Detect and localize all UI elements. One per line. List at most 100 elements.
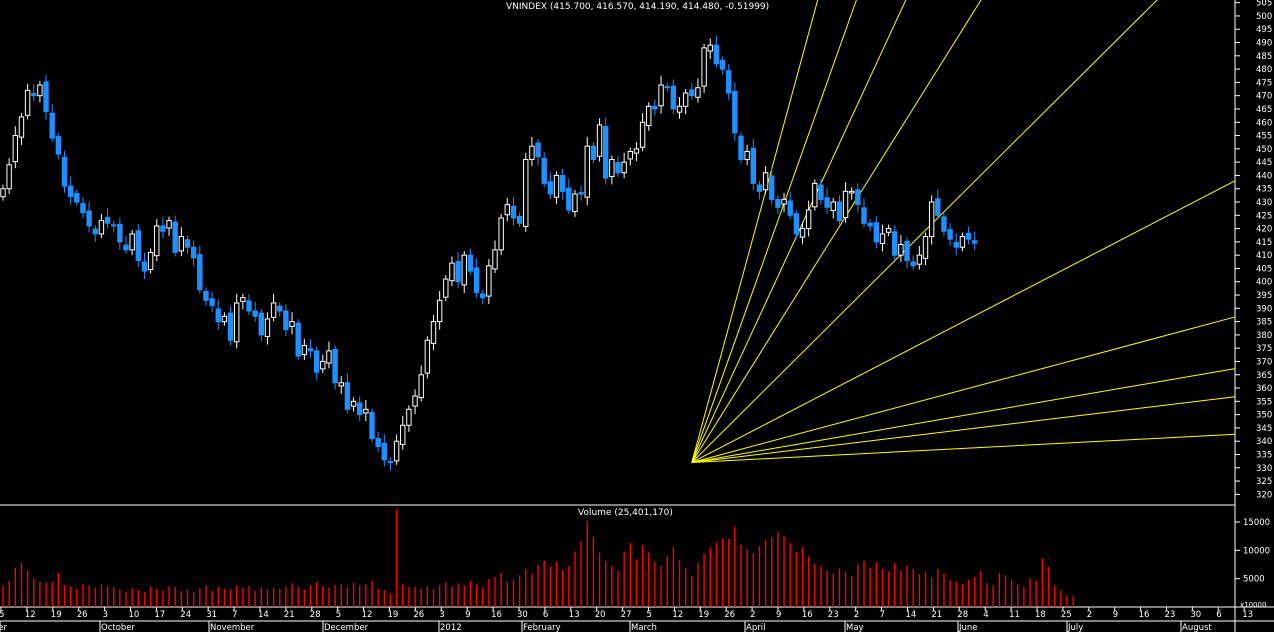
candle-body [498,217,504,251]
candle-body [147,252,154,271]
candle-body [719,60,726,70]
candle-body [676,105,683,113]
candle-body [190,246,197,259]
date-tick-label: 23 [828,610,839,620]
price-tick-label: 450 [1256,145,1272,155]
candle-body [682,92,689,107]
candle-body [424,339,431,374]
candle-body [412,395,418,407]
gann-line [691,316,1236,463]
date-tick-label: 25 [1061,610,1072,620]
candle-body [849,190,855,194]
month-tick-label: June [958,623,978,632]
candle-body [566,187,572,211]
gann-line [691,433,1236,463]
candle-body [406,408,412,426]
candle-body [80,203,86,214]
candle-body [639,121,646,148]
candle-body [357,402,363,416]
date-tick-label: 19 [51,610,62,620]
date-tick-label: 10 [129,610,140,620]
price-tick-label: 480 [1256,65,1272,75]
candle-body [805,209,812,230]
candle-body [572,193,578,213]
candle-body [541,157,547,184]
candle-body [166,220,172,229]
gann-line [691,368,1236,463]
price-tick-label: 420 [1256,225,1272,235]
candle-body [609,158,615,177]
gann-line [691,0,1158,463]
candle-body [892,231,898,256]
volume-tick-label: 10000 [1243,546,1270,556]
candle-body [98,220,105,235]
candle-body [86,210,92,227]
date-tick-label: 6 [543,610,548,620]
month-tick-label: August [1182,623,1212,632]
candle-body [885,228,892,233]
candle-body [92,228,98,235]
price-tick-label: 340 [1256,437,1272,447]
volume-panel-title: Volume (25,401,170) [578,508,673,518]
price-tick-label: 405 [1256,264,1272,274]
candle-body [762,172,769,191]
date-tick-label: 7 [880,610,885,620]
candle-body [910,261,916,267]
candle-body [154,225,160,257]
date-tick-label: 16 [802,610,813,620]
candle-body [129,233,135,251]
candle-body [836,201,843,222]
candle-body [227,312,234,341]
date-tick-label: 20 [595,610,606,620]
month-tick-label: September [0,623,7,632]
price-tick-label: 430 [1256,198,1272,208]
candle-body [252,310,258,317]
candle-body [111,224,117,227]
candle-body [375,438,381,448]
date-tick-label: 16 [491,610,502,620]
candle-body [381,442,388,461]
candle-body [369,412,375,440]
candle-body [689,89,695,97]
candle-body [935,198,941,216]
date-tick-label: 9 [465,610,470,620]
candle-body [873,222,879,243]
candle-body [61,156,68,187]
date-tick-label: 30 [517,610,528,620]
candle-body [326,350,332,364]
price-tick-label: 440 [1256,171,1272,181]
date-tick-label: 3 [103,610,108,620]
date-tick-label: 2 [854,610,859,620]
candle-body [627,151,633,160]
date-tick-label: 26 [77,610,88,620]
date-tick-label: 9 [1113,610,1118,620]
month-tick-label: March [631,623,657,632]
candle-body [74,192,80,203]
date-tick-label: 13 [1242,610,1253,620]
volume-tick-label: 5000 [1243,575,1265,585]
date-tick-label: 12 [672,610,683,620]
date-tick-label: 28 [957,610,968,620]
candle-body [652,105,658,110]
candle-body [713,44,720,65]
month-tick-label: July [1067,623,1083,632]
candle-body [830,201,836,212]
candle-body [916,254,923,265]
month-tick-label: May [846,623,864,632]
candle-body [621,161,627,174]
candle-body [258,312,265,336]
candle-body [141,261,148,272]
candle-body [240,297,246,302]
price-tick-label: 320 [1256,490,1272,500]
candle-body [393,440,400,462]
price-tick-label: 470 [1256,92,1272,102]
month-tick-label: November [210,623,255,632]
price-tick-label: 425 [1256,211,1272,221]
candle-body [480,293,486,299]
candle-body [320,360,326,370]
date-tick-label: 30 [1190,610,1201,620]
candle-body [738,135,744,160]
candle-body [209,298,215,307]
date-tick-label: 2 [1087,610,1092,620]
candle-body [313,350,320,373]
